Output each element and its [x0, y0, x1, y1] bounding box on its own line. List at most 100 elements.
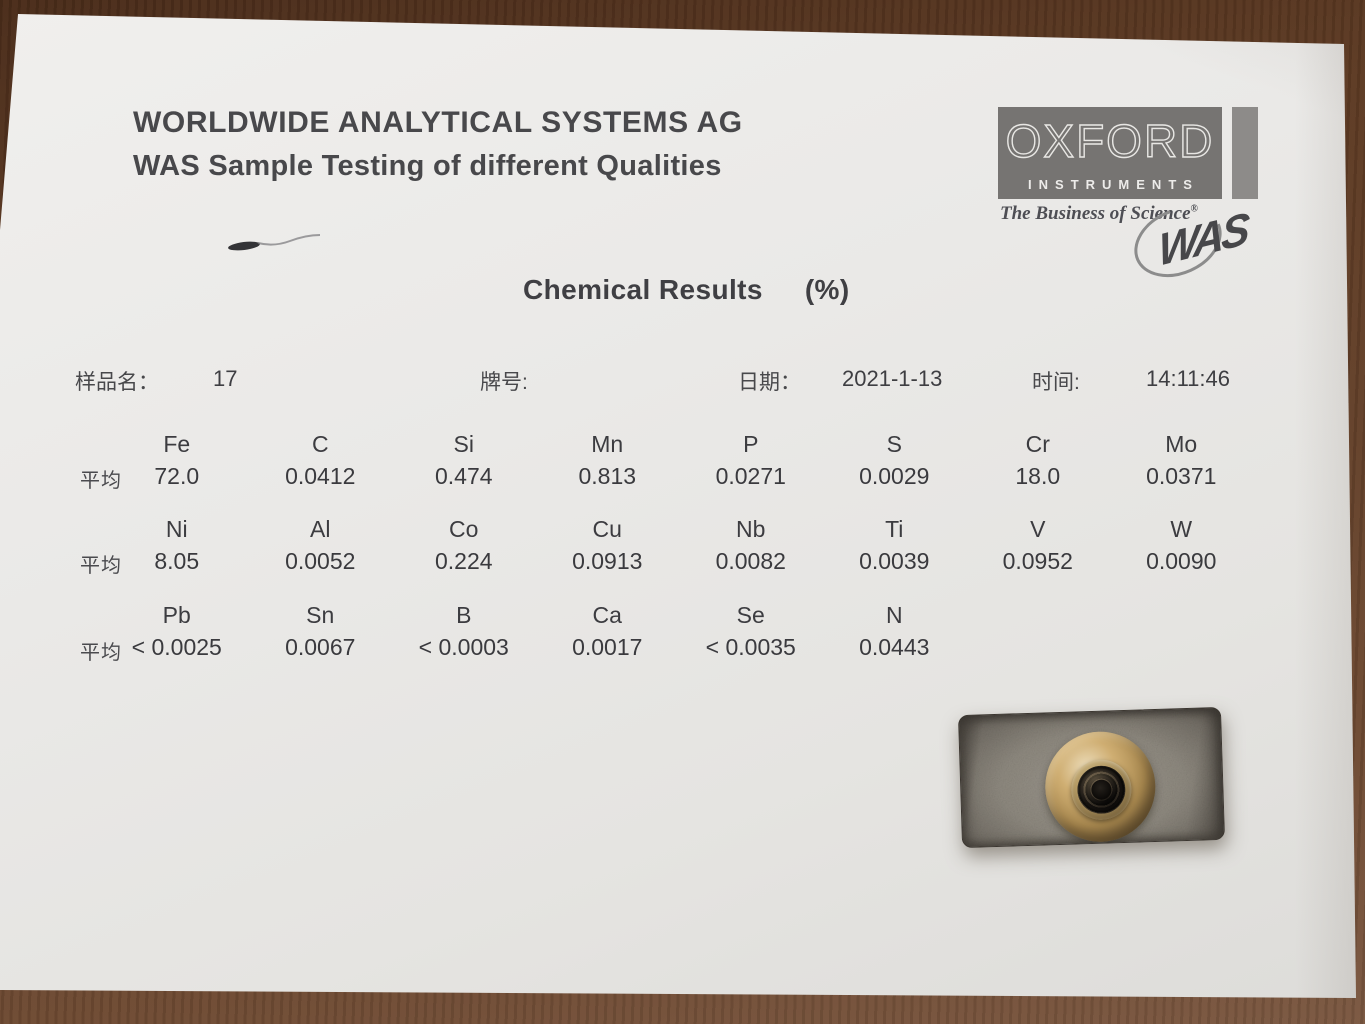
time-label: 时间:	[1032, 371, 1080, 394]
element-cell: Pb < 0.0025	[105, 602, 249, 661]
element-cell	[1110, 602, 1254, 661]
element-value: 8.05	[154, 548, 200, 574]
element-symbol: Fe	[163, 431, 191, 457]
was-logo-letters: WAS	[1158, 201, 1251, 276]
sample-block-body	[957, 706, 1226, 849]
sample-name-value: 17	[213, 366, 238, 391]
element-symbol: Sn	[306, 602, 335, 628]
element-value: 0.0271	[715, 463, 786, 489]
element-symbol: Al	[310, 516, 331, 542]
report-title-text: Chemical Results	[523, 274, 763, 305]
svg-text:OXFORD: OXFORD	[1006, 115, 1215, 167]
element-value: 0.0052	[285, 548, 356, 574]
element-value: < 0.0025	[131, 634, 222, 660]
report-title-unit: (%)	[804, 274, 850, 305]
was-logo-ellipse	[1134, 206, 1222, 278]
report-title: Chemical Results (%)	[523, 274, 850, 306]
element-value: 0.474	[434, 463, 493, 489]
date-label: 日期：	[738, 371, 801, 394]
element-symbol: Cu	[592, 516, 622, 542]
element-value: 18.0	[1015, 463, 1061, 489]
element-value: 0.0039	[859, 548, 930, 574]
element-symbol: Se	[736, 602, 765, 628]
element-symbol: Cr	[1025, 431, 1050, 457]
element-cell: Nb 0.0082	[679, 516, 823, 575]
oxford-instruments-logo: OXFORD INSTRUMENTS	[998, 107, 1222, 199]
element-value: 0.0371	[1146, 463, 1217, 489]
element-value: < 0.0003	[418, 634, 509, 660]
element-cell: Ti 0.0039	[823, 516, 967, 575]
average-label-row2: 平均	[80, 555, 122, 577]
element-cell: Si 0.474	[392, 431, 536, 490]
was-logo: WAS	[1134, 201, 1251, 278]
element-value: 0.0952	[1002, 548, 1073, 574]
oxford-wordmark: OXFORD	[1005, 114, 1215, 167]
element-symbol: V	[1030, 516, 1046, 542]
element-symbol: S	[886, 431, 902, 457]
logo-tagline: The Business of Science®	[1000, 203, 1199, 224]
registered-trademark-icon: ®	[1190, 203, 1199, 215]
element-value: 0.0412	[285, 463, 356, 489]
grade-label: 牌号:	[480, 371, 528, 394]
element-cell: Cu 0.0913	[536, 516, 680, 575]
element-cell: Sn 0.0067	[249, 602, 393, 661]
element-value: 0.0067	[285, 634, 356, 660]
element-symbol: Ni	[165, 516, 188, 542]
element-value: 0.0082	[715, 548, 786, 574]
element-cell: Fe 72.0	[105, 431, 249, 490]
element-symbol: Ca	[592, 602, 622, 628]
sample-name-label: 样品名：	[75, 371, 159, 394]
element-cell: Cr 18.0	[966, 431, 1110, 490]
element-value: 0.0029	[859, 463, 930, 489]
element-value: 0.813	[578, 463, 637, 489]
element-symbol: Si	[453, 431, 474, 457]
element-symbol: P	[743, 431, 759, 457]
element-cell: Se < 0.0035	[679, 602, 823, 661]
element-symbol: Mo	[1165, 431, 1198, 457]
element-value: 0.0913	[572, 548, 643, 574]
results-row-1: Fe 72.0 C 0.0412 Si 0.474 Mn 0.813 P 0.0271 S…	[105, 431, 1253, 490]
element-value: 0.224	[434, 548, 493, 574]
element-cell: Mn 0.813	[536, 431, 680, 490]
element-value: < 0.0035	[705, 634, 796, 660]
ink-smudge	[228, 234, 321, 251]
element-symbol: B	[456, 602, 472, 628]
element-cell: N 0.0443	[823, 602, 967, 661]
element-symbol: W	[1170, 516, 1193, 542]
element-cell: Al 0.0052	[249, 516, 393, 575]
average-label-row1: 平均	[80, 470, 122, 492]
element-symbol: Ti	[885, 516, 904, 542]
threaded-hole-rim	[1070, 758, 1133, 821]
element-symbol: Nb	[736, 516, 766, 542]
element-value: 72.0	[154, 463, 200, 489]
element-value: 0.0017	[572, 634, 643, 660]
instruments-wordmark: INSTRUMENTS	[1028, 177, 1199, 192]
results-row-2: Ni 8.05 Al 0.0052 Co 0.224 Cu 0.0913 Nb 0.008…	[105, 516, 1253, 575]
element-symbol: N	[885, 602, 903, 628]
element-cell: Co 0.224	[392, 516, 536, 575]
time-value: 14:11:46	[1146, 366, 1231, 391]
element-value: 0.0443	[859, 634, 930, 660]
element-symbol: Pb	[162, 602, 191, 628]
hole-center	[1091, 779, 1112, 801]
element-cell: Ni 8.05	[105, 516, 249, 575]
element-cell: S 0.0029	[823, 431, 967, 490]
element-value: 0.0090	[1146, 548, 1217, 574]
element-cell: C 0.0412	[249, 431, 393, 490]
element-cell: P 0.0271	[679, 431, 823, 490]
metal-sample-block	[957, 706, 1226, 849]
average-label-row3: 平均	[80, 642, 122, 664]
element-symbol: Co	[449, 516, 479, 542]
element-symbol: C	[311, 431, 329, 457]
element-symbol: Mn	[591, 431, 624, 457]
logo-accent-bar	[1232, 107, 1258, 199]
element-cell: W 0.0090	[1110, 516, 1254, 575]
element-cell: V 0.0952	[966, 516, 1110, 575]
report-subtitle: WAS Sample Testing of different Qualitie…	[133, 150, 722, 182]
element-cell: Mo 0.0371	[1110, 431, 1254, 490]
date-value: 2021-1-13	[842, 366, 943, 391]
company-name: WORLDWIDE ANALYTICAL SYSTEMS AG	[133, 106, 743, 139]
element-cell: Ca 0.0017	[536, 602, 680, 661]
element-cell: B < 0.0003	[392, 602, 536, 661]
